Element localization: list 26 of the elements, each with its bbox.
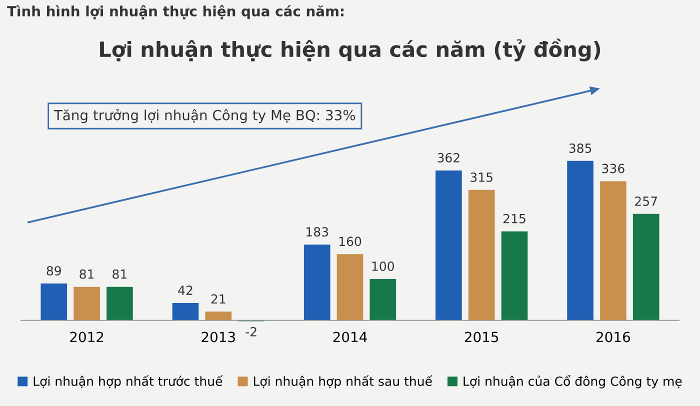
chart-subtitle: Tình hình lợi nhuận thực hiện qua các năm: <box>7 5 344 20</box>
data-label: 100 <box>372 262 394 271</box>
data-label: 160 <box>339 236 362 246</box>
data-label: 21 <box>211 294 226 304</box>
data-label: 81 <box>112 269 126 279</box>
data-label: 42 <box>178 286 192 295</box>
data-label: 385 <box>569 143 592 153</box>
legend-label: Lợi nhuận hợp nhất sau thuế <box>254 375 432 388</box>
data-label: -2 <box>246 326 256 336</box>
data-label: 315 <box>470 172 492 182</box>
data-label: 362 <box>438 153 460 162</box>
data-label: 89 <box>46 266 61 276</box>
legend-label: Lợi nhuận hợp nhất trước thuế <box>34 375 223 388</box>
text: Tăng trưởng lợi nhuận Công ty Mẹ BQ: 33% <box>54 108 356 124</box>
x-tick-label: 2014 <box>333 332 367 342</box>
x-tick-label: 2015 <box>464 332 498 342</box>
chart-title: Lợi nhuận thực hiện qua các năm (tỷ đồng) <box>100 38 600 62</box>
x-tick-label: 2012 <box>70 332 104 342</box>
data-label: 336 <box>602 164 624 174</box>
x-tick-label: 2013 <box>202 332 235 342</box>
data-label: 215 <box>503 214 526 224</box>
legend-label: Lợi nhuận của Cổ đông Công ty mẹ <box>464 375 682 388</box>
data-label: 257 <box>635 196 657 206</box>
data-label: 81 <box>80 269 94 279</box>
x-tick-label: 2016 <box>596 332 630 342</box>
data-label: 183 <box>306 227 328 237</box>
